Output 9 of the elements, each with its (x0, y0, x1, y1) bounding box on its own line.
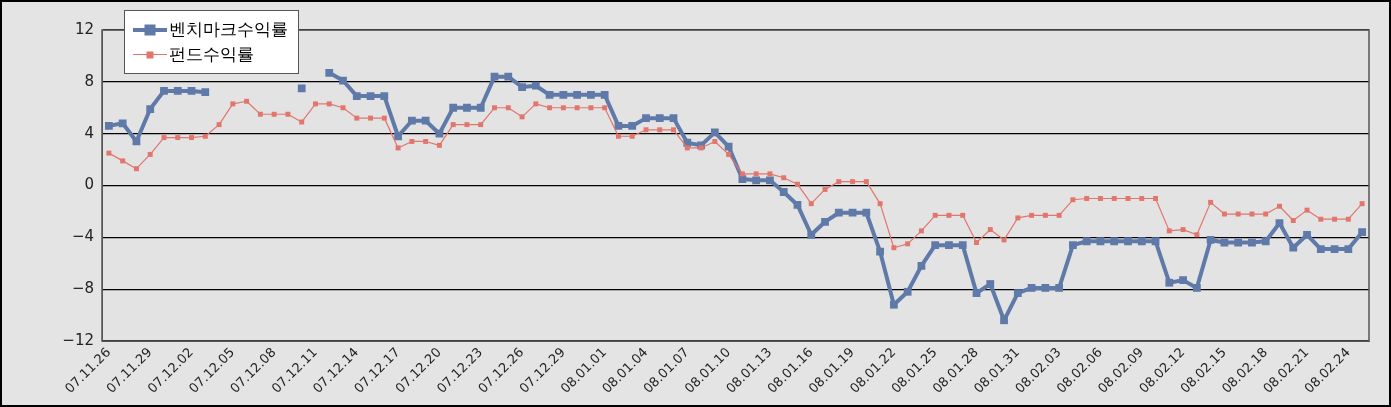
y-tick-label: 4 (84, 123, 94, 142)
y-tick-label: −4 (71, 227, 94, 246)
y-tick-label: −12 (62, 330, 94, 349)
legend-label: 펀드수익률 (169, 43, 254, 66)
legend-label: 벤치마크수익률 (169, 18, 288, 41)
y-tick-label: 0 (84, 175, 94, 194)
y-tick-label: −8 (71, 279, 94, 298)
y-tick-label: 8 (84, 71, 94, 90)
y-tick-label: 12 (74, 19, 94, 38)
